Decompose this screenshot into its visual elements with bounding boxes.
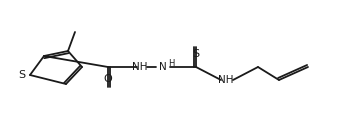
Text: NH: NH <box>218 75 234 85</box>
Text: S: S <box>192 49 199 59</box>
Text: S: S <box>18 70 25 80</box>
Text: O: O <box>104 74 112 84</box>
Text: NH: NH <box>132 62 148 72</box>
Text: N: N <box>159 62 167 72</box>
Text: H: H <box>168 59 174 68</box>
